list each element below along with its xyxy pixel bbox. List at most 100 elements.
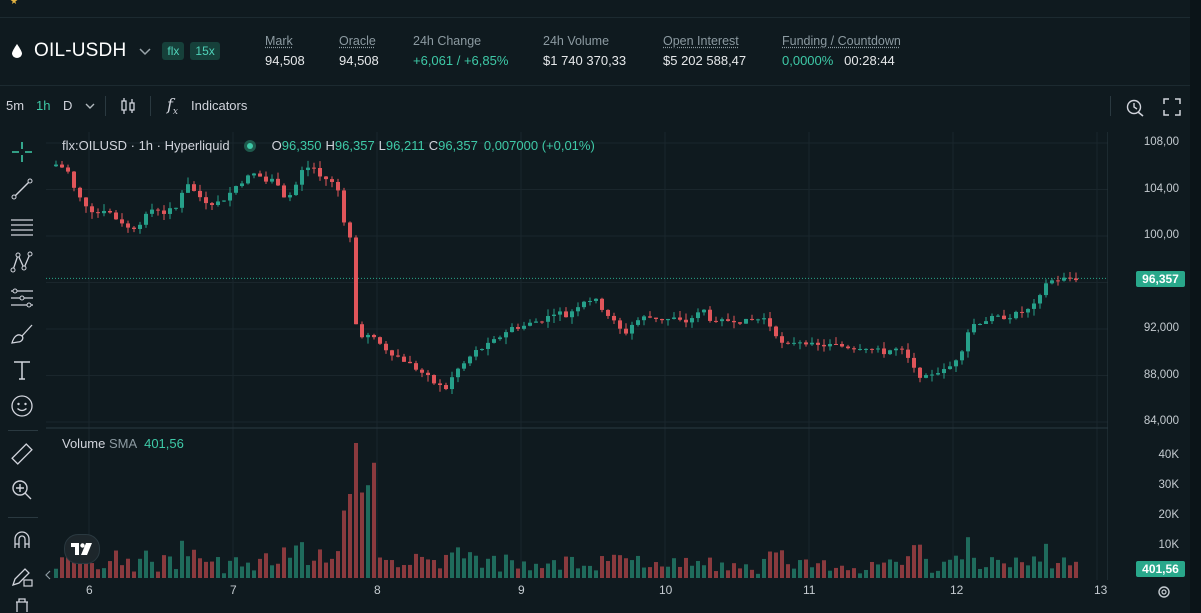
interval-d[interactable]: D: [63, 98, 73, 113]
volume-bar: [858, 573, 862, 578]
volume-bar: [168, 556, 172, 578]
candle-body: [672, 317, 676, 319]
candle-body: [288, 195, 292, 198]
volume-bar: [996, 559, 1000, 578]
candle-body: [240, 183, 244, 187]
candle-body: [1008, 318, 1012, 320]
volume-bar: [396, 567, 400, 578]
chevron-down-icon[interactable]: [84, 101, 96, 111]
candle-body: [930, 374, 934, 376]
volume-bar: [618, 555, 622, 578]
oil-drop-icon: [12, 44, 22, 58]
stat-value: +6,061 / +6,85%: [413, 53, 509, 68]
interval-1h[interactable]: 1h: [36, 98, 51, 113]
candle-body: [552, 314, 556, 317]
candle-body: [948, 366, 952, 370]
price-chart[interactable]: [46, 132, 1108, 580]
brush-icon[interactable]: [10, 322, 34, 346]
candle-body: [348, 222, 352, 238]
time-tick: 9: [518, 583, 525, 597]
settings-gear-icon[interactable]: [1156, 584, 1172, 600]
volume-bar: [534, 563, 538, 578]
zoom-in-icon[interactable]: [10, 478, 34, 502]
candles-icon[interactable]: [119, 97, 137, 115]
candle-body: [66, 167, 70, 172]
interval-5m[interactable]: 5m: [6, 98, 25, 113]
candle-body: [132, 227, 136, 229]
trend-line-icon[interactable]: [10, 177, 34, 201]
trash-icon[interactable]: [10, 598, 34, 612]
candle-body: [150, 209, 154, 214]
volume-bar: [702, 565, 706, 578]
volume-bar: [156, 571, 160, 578]
stat-label[interactable]: Oracle: [339, 34, 376, 48]
candle-body: [990, 315, 994, 322]
fullscreen-icon[interactable]: [1163, 98, 1181, 116]
volume-bar: [234, 557, 238, 578]
volume-bar: [480, 567, 484, 578]
candle-body: [396, 355, 400, 357]
symbol-selector[interactable]: OIL-USDH flx 15x: [12, 40, 220, 62]
indicators-button[interactable]: Indicators: [191, 98, 248, 113]
lock-draw-icon[interactable]: [10, 564, 34, 588]
volume-bar: [102, 568, 106, 578]
price-tick: 84,000: [1143, 415, 1179, 427]
candle-body: [996, 315, 1000, 317]
candle-body: [924, 375, 928, 378]
volume-bar: [960, 559, 964, 578]
candle-body: [810, 342, 814, 345]
stat-label[interactable]: Mark: [265, 34, 293, 48]
volume-bar: [690, 565, 694, 578]
horizontal-lines-icon[interactable]: [10, 214, 34, 238]
chevron-left-icon[interactable]: [44, 570, 52, 580]
tradingview-logo[interactable]: [64, 534, 100, 564]
alert-clock-icon[interactable]: [1125, 97, 1145, 117]
candle-body: [366, 334, 370, 338]
fib-icon[interactable]: [10, 286, 34, 310]
volume-bar: [906, 556, 910, 578]
candle-body: [300, 170, 304, 185]
candle-body: [708, 309, 712, 321]
candle-body: [702, 309, 706, 313]
stat-label[interactable]: Open Interest: [663, 34, 739, 48]
candle-body: [1068, 277, 1072, 279]
candle-body: [108, 210, 112, 213]
volume-bar: [432, 560, 436, 578]
visibility-icon[interactable]: [243, 139, 256, 152]
candle-body: [498, 337, 502, 340]
volume-bar: [1026, 565, 1030, 578]
candle-body: [678, 317, 682, 320]
right-scrollbar[interactable]: [1190, 0, 1201, 613]
volume-bar: [360, 492, 364, 578]
volume-bar: [288, 557, 292, 578]
magnet-icon[interactable]: [10, 528, 34, 552]
time-tick: 8: [374, 583, 381, 597]
chevron-down-icon[interactable]: [138, 44, 152, 58]
fx-icon[interactable]: fx: [167, 95, 178, 118]
price-tick: 88,000: [1143, 369, 1179, 381]
candle-body: [54, 164, 58, 167]
toolbar-divider: [105, 96, 106, 116]
pattern-icon[interactable]: [10, 250, 34, 274]
volume-bar: [126, 558, 130, 578]
price-tick: 104,00: [1143, 183, 1179, 195]
candle-body: [414, 363, 418, 370]
candle-body: [696, 312, 700, 319]
volume-bar: [540, 568, 544, 578]
stat-value: $1 740 370,33: [543, 53, 627, 68]
crosshair-icon[interactable]: [10, 140, 34, 164]
volume-bar: [582, 565, 586, 578]
volume-bar: [426, 559, 430, 578]
emoji-icon[interactable]: [10, 394, 34, 418]
volume-bar: [1038, 561, 1042, 578]
volume-bar: [114, 550, 118, 578]
stat-label[interactable]: Funding / Countdown: [782, 34, 901, 48]
text-icon[interactable]: [10, 358, 34, 382]
toolbar-divider: [1110, 96, 1111, 116]
candle-body: [606, 309, 610, 316]
stat-24h-change: 24h Change +6,061 / +6,85%: [413, 34, 508, 68]
volume-bar: [1074, 561, 1078, 578]
ruler-icon[interactable]: [10, 442, 34, 466]
candle-body: [96, 212, 100, 214]
candle-body: [264, 176, 268, 182]
